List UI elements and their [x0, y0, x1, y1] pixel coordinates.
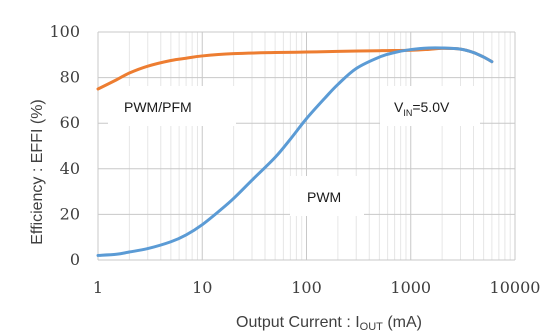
- y-tick-labels: 0 20 40 60 80 100: [49, 22, 80, 269]
- series-layer: [96, 46, 494, 257]
- x-tick-label: 1000: [390, 278, 431, 297]
- annotation-vin: VIN=5.0V: [380, 86, 480, 126]
- x-tick-label: 10: [192, 278, 212, 297]
- x-tick-labels: 1 10 100 1000 10000: [93, 278, 541, 297]
- annotation-pwm-text: PWM: [307, 189, 341, 205]
- annotation-pwm-pfm-text: PWM/PFM: [124, 99, 192, 115]
- y-tick-label: 40: [60, 159, 80, 178]
- y-axis-title: Efficiency : EFFI (%): [29, 99, 46, 245]
- y-tick-label: 80: [60, 68, 80, 87]
- annotation-pwm: PWM: [290, 176, 364, 216]
- y-tick-label: 100: [49, 22, 80, 41]
- annotation-vin-text: VIN=5.0V: [394, 99, 450, 118]
- annotation-pwm-pfm: PWM/PFM: [108, 86, 236, 126]
- x-tick-label: 100: [291, 278, 322, 297]
- major-gridlines: [97, 31, 516, 261]
- x-tick-label: 10000: [490, 278, 541, 297]
- x-tick-label: 1: [93, 278, 103, 297]
- y-tick-label: 20: [60, 204, 80, 223]
- y-tick-label: 0: [70, 250, 80, 269]
- x-axis-title: Output Current : IOUT (mA): [236, 314, 422, 331]
- minor-gridlines: [128, 32, 511, 260]
- y-tick-label: 60: [60, 113, 80, 132]
- series-line-pwm: [96, 46, 494, 257]
